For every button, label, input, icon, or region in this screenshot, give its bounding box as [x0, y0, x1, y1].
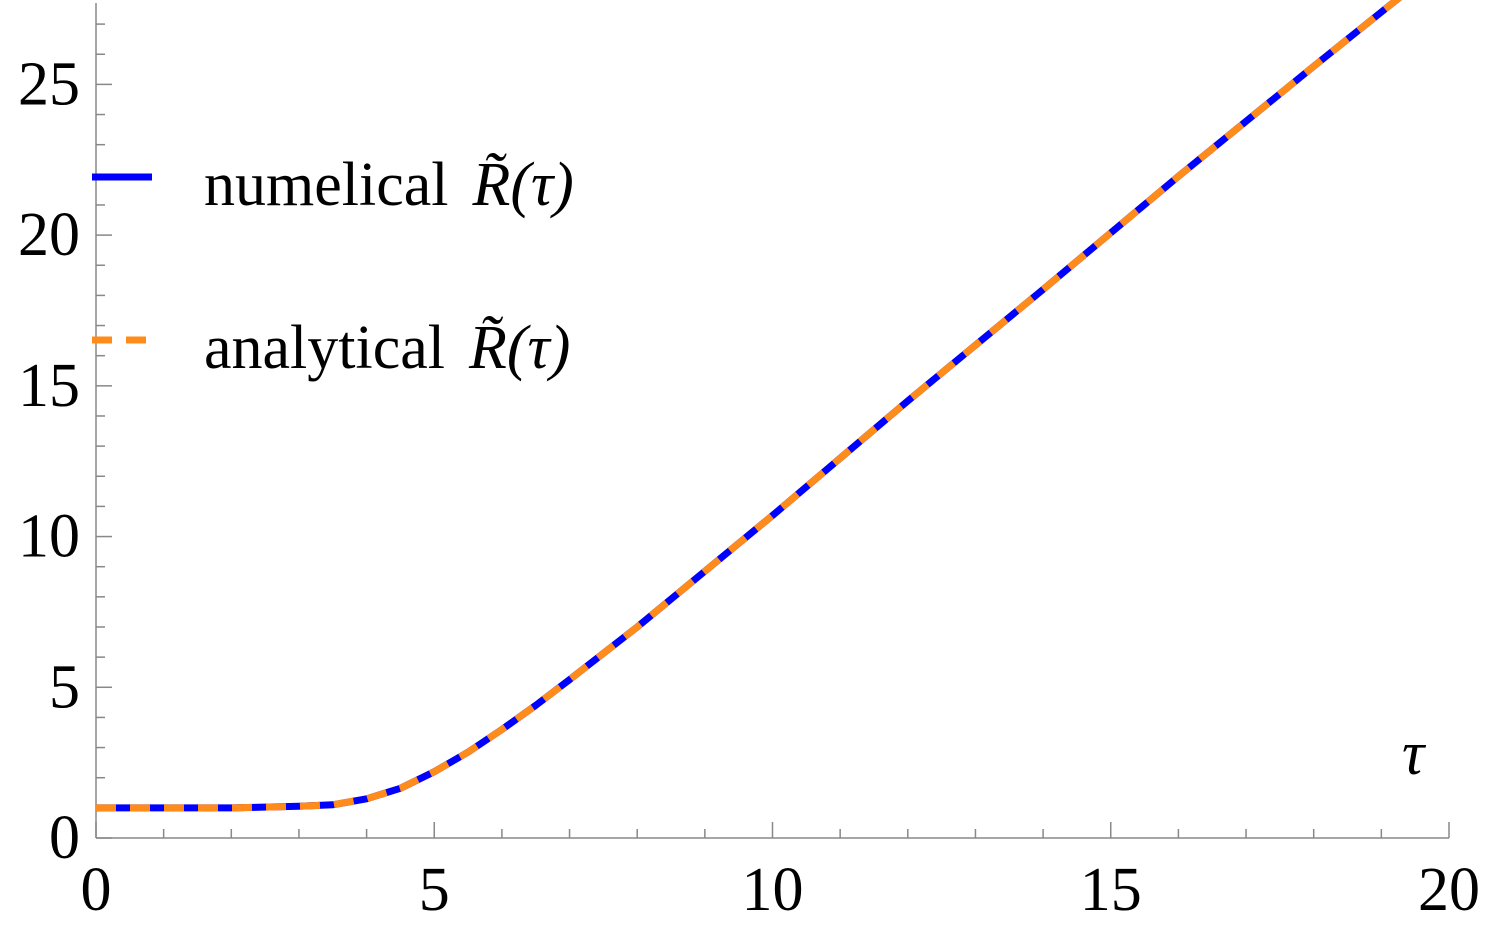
legend-item-numelical: numelical R̃(τ): [92, 151, 574, 219]
y-tick-label: 10: [18, 503, 80, 571]
series-line-analytical: [96, 0, 1402, 812]
legend: numelical R̃(τ) analytical R̃(τ): [92, 151, 574, 382]
y-tick-label: 25: [18, 50, 80, 118]
legend-label-analytical: analytical R̃(τ): [204, 314, 570, 382]
x-tick-label: 5: [419, 856, 450, 924]
series-layer: [96, 0, 1402, 812]
legend-item-analytical: analytical R̃(τ): [92, 314, 570, 382]
x-axis-label: τ: [1402, 720, 1427, 788]
x-tick-label: 20: [1418, 856, 1480, 924]
legend-label-numelical: numelical R̃(τ): [204, 151, 574, 219]
x-tick-label: 10: [742, 856, 804, 924]
y-tick-label: 20: [18, 201, 80, 269]
x-tick-label: 15: [1080, 856, 1142, 924]
y-tick-label: 15: [18, 352, 80, 420]
axes: 0 5 10 15 20 0 5 10 15 20 25: [18, 3, 1480, 924]
y-tick-label: 0: [49, 804, 80, 872]
x-tick-label: 0: [81, 856, 112, 924]
series-line-numelical: [96, 0, 1402, 812]
y-tick-label: 5: [49, 653, 80, 721]
